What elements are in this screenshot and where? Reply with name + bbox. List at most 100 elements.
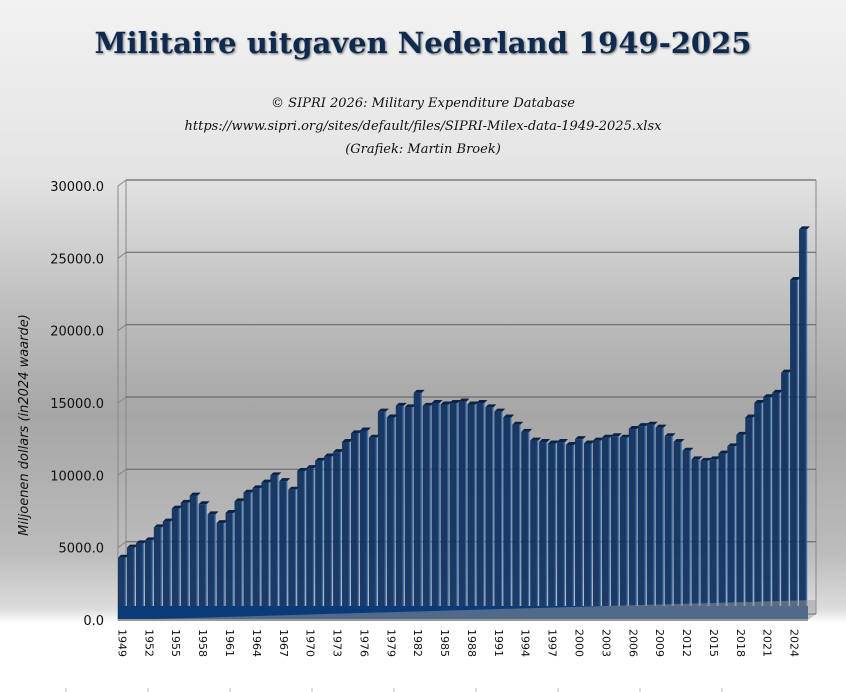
bar-side [285, 481, 288, 620]
bar-side [689, 450, 691, 620]
bar-top [467, 401, 479, 405]
bar-side [241, 501, 243, 620]
bar-top [395, 402, 407, 406]
bar-top [386, 414, 398, 418]
bar [342, 442, 350, 620]
bar-side [572, 444, 575, 620]
bar [288, 489, 296, 620]
bar-side [509, 417, 512, 620]
x-tick-label: 1961 [223, 629, 236, 657]
bar-side [527, 431, 530, 620]
bar-top [126, 544, 138, 548]
chart-title: Militaire uitgaven Nederland 1949-2025 [94, 26, 752, 60]
y-tick-label: 20000.0 [50, 325, 104, 340]
bar [485, 407, 494, 620]
bar [270, 475, 278, 620]
bar-top [754, 400, 766, 403]
bar [207, 514, 216, 620]
bar-top [342, 439, 353, 443]
bar-side [760, 403, 763, 620]
bar-top [566, 441, 578, 445]
bar-top [575, 436, 586, 440]
bar-top [790, 277, 802, 281]
bar-side [769, 397, 772, 620]
x-tick-label: 1979 [384, 629, 397, 657]
bar-side [178, 508, 181, 620]
bar-top [306, 465, 318, 469]
bar-top [404, 404, 416, 408]
bar-side [411, 407, 414, 620]
bar-top [198, 501, 210, 505]
bar-side [294, 489, 297, 620]
bar-top [557, 439, 569, 443]
bar-top [171, 505, 183, 509]
bar [413, 392, 422, 620]
bar [799, 229, 807, 620]
bar-side [268, 482, 270, 620]
bar-top [288, 486, 300, 490]
bar [189, 495, 198, 620]
gridline-depth [117, 251, 127, 259]
x-tick-label: 1949 [115, 629, 128, 657]
bar [557, 442, 565, 620]
bar-side [133, 547, 136, 620]
bar-side [420, 392, 422, 620]
bar-top [135, 540, 147, 544]
bar-side [751, 417, 754, 620]
bar-side [196, 495, 198, 620]
bar-side [725, 453, 727, 620]
bar-side [375, 437, 378, 620]
bar-top [297, 467, 309, 471]
bar-side [366, 430, 369, 620]
bar-side [707, 460, 709, 620]
x-tick-label: 1952 [142, 629, 155, 657]
bar-top [530, 437, 542, 441]
bar-side [492, 407, 494, 620]
bar-side [312, 468, 315, 620]
bar [386, 417, 395, 620]
bar [637, 426, 646, 620]
chart-subtitle-author: (Grafiek: Martin Broek) [345, 142, 501, 157]
bar-side [716, 459, 718, 620]
bar-side [474, 404, 476, 620]
bar-side [223, 523, 225, 620]
bar [682, 450, 691, 620]
bar-top [718, 450, 730, 454]
bar [664, 436, 673, 620]
bar [754, 403, 762, 620]
bar-side [142, 543, 145, 620]
bar-side [734, 446, 736, 620]
x-tick-label: 1991 [492, 629, 505, 657]
bar-top [225, 509, 237, 513]
bar-top [118, 554, 129, 558]
bar-side [276, 475, 279, 620]
bar [727, 446, 736, 620]
bar-side [205, 504, 207, 620]
x-tick-label: 2003 [599, 629, 612, 657]
bar [503, 417, 511, 620]
bar-top [324, 453, 336, 457]
gridline-depth [117, 396, 127, 404]
bar [646, 424, 655, 620]
bar [368, 437, 377, 620]
bar-side [563, 442, 566, 620]
bar [306, 468, 314, 620]
bar-top [610, 433, 622, 437]
bar-top [646, 421, 658, 425]
bar-top [503, 414, 515, 418]
x-tick-label: 1985 [438, 629, 451, 657]
bar [736, 434, 744, 620]
x-tick-label: 1958 [196, 629, 209, 657]
bar-top [736, 431, 748, 435]
bar [610, 436, 619, 620]
bar [198, 504, 207, 620]
y-axis-label: Miljoenen dollars (in2024 waarde) [17, 314, 32, 536]
bar-top [413, 389, 425, 393]
bar-top [494, 408, 506, 412]
bar [628, 429, 637, 620]
bar [718, 453, 727, 620]
bar-side [214, 514, 216, 620]
bar-top [637, 423, 649, 427]
